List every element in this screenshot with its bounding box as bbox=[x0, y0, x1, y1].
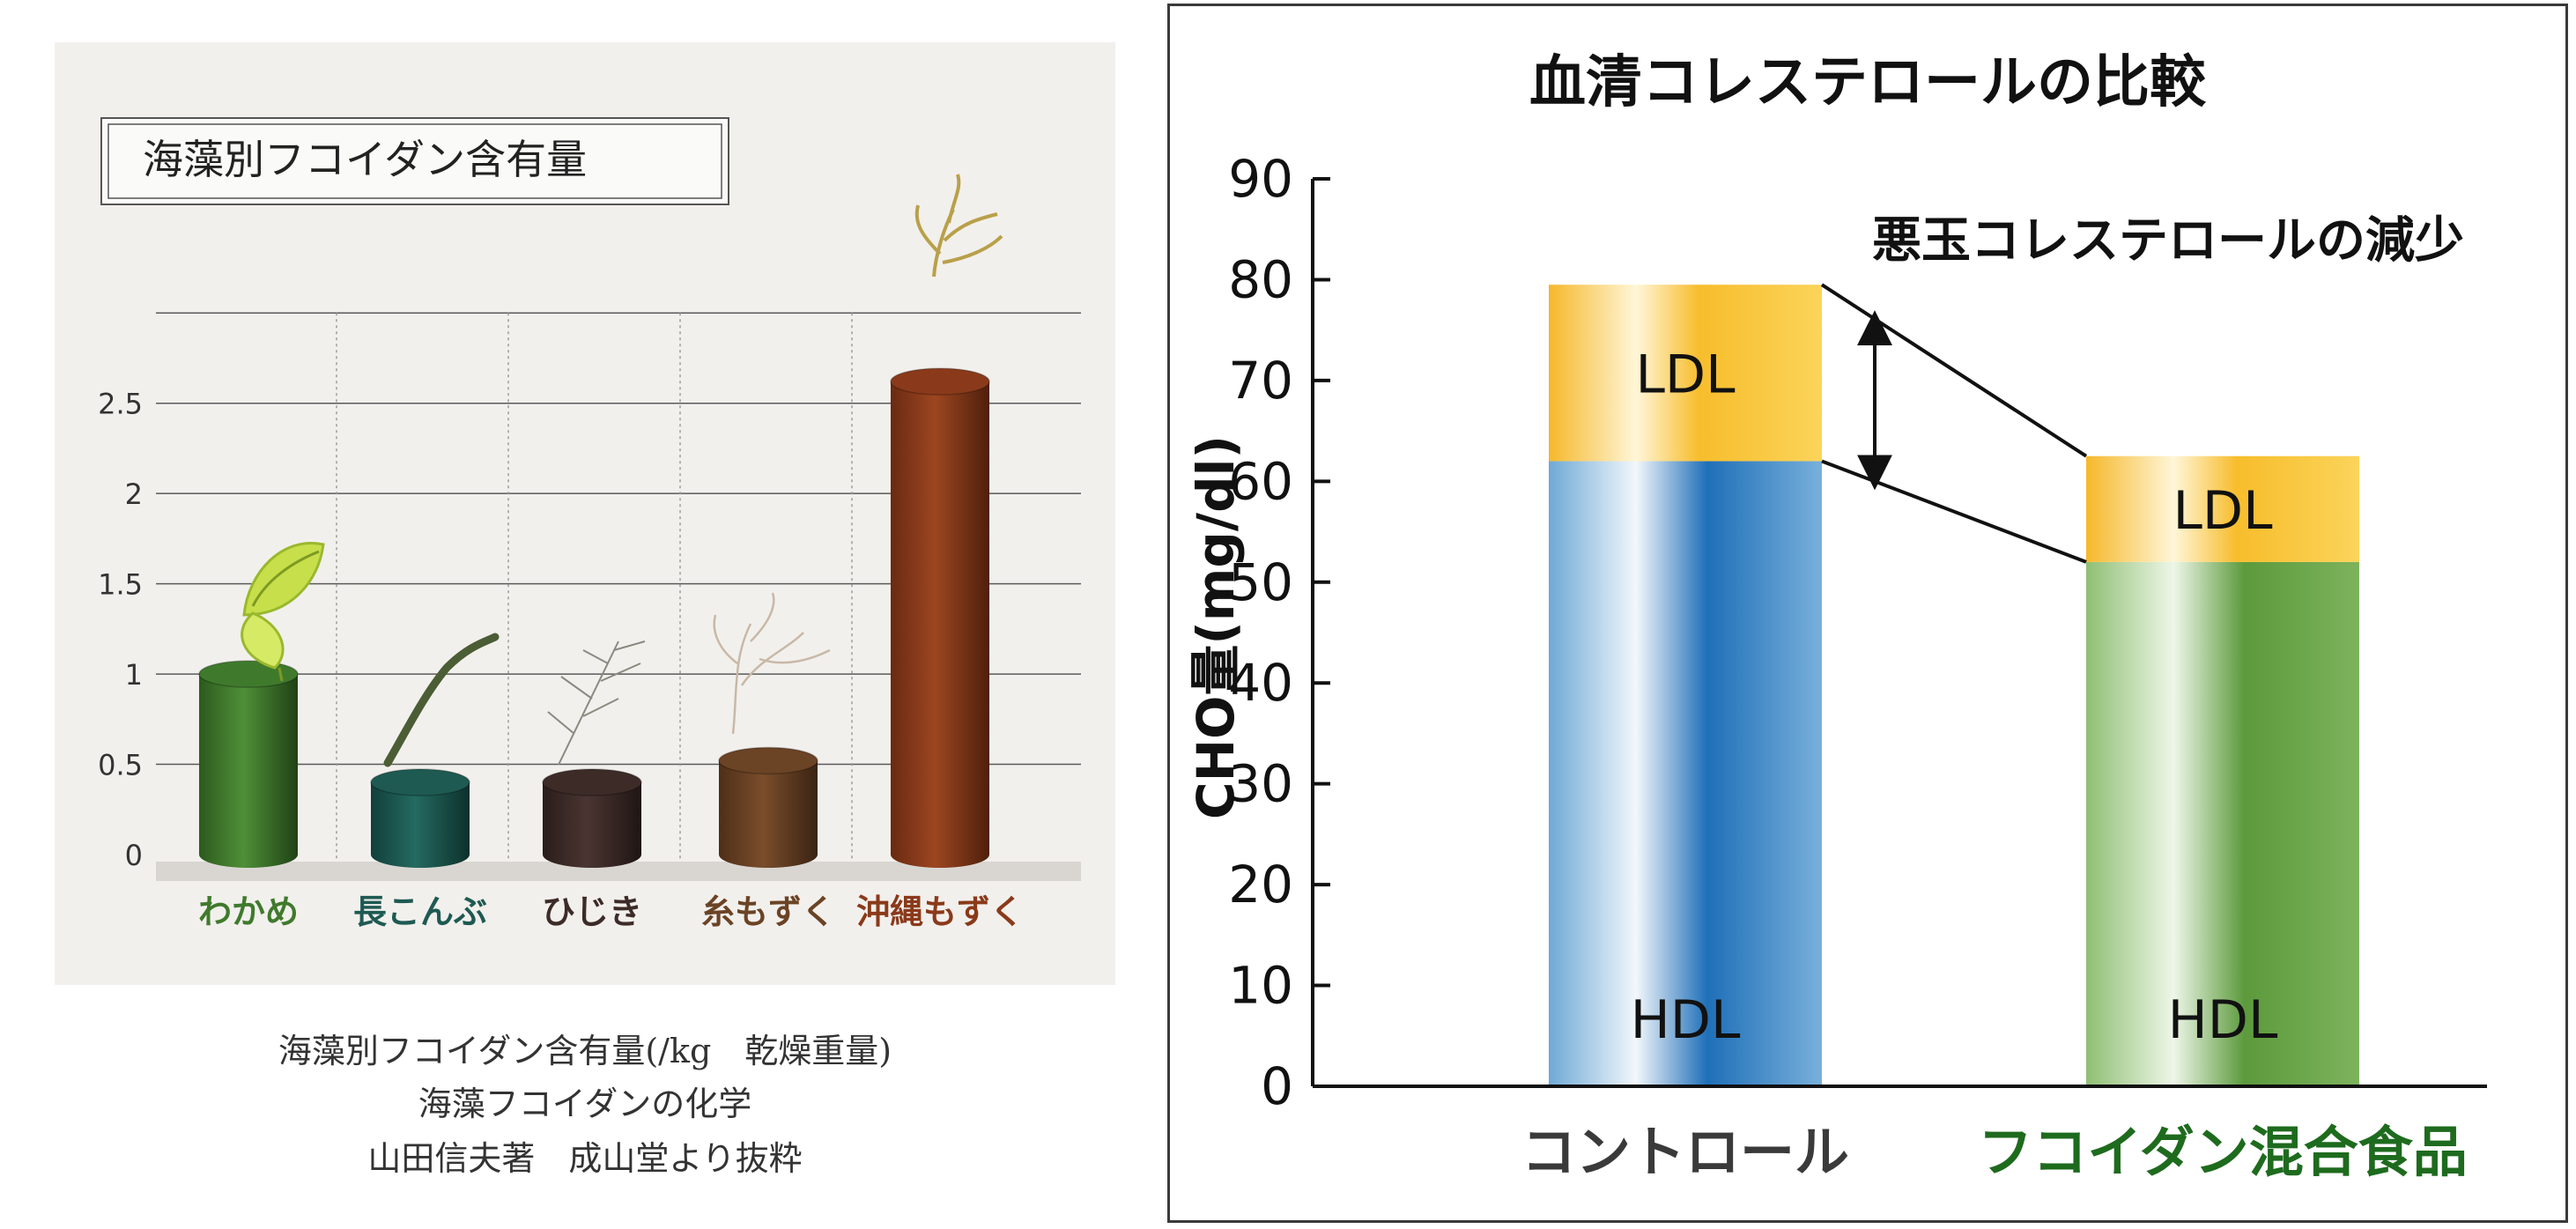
caption-line-2: 海藻フコイダンの化学 bbox=[418, 1085, 752, 1123]
right-y-tick-label: 60 bbox=[1228, 451, 1293, 511]
left-baseline-shelf bbox=[156, 862, 1081, 881]
left-x-label: 糸もずく bbox=[701, 892, 835, 931]
wakame-seaweed-icon bbox=[241, 542, 325, 682]
itomozuku-seaweed-icon bbox=[713, 592, 831, 735]
cholesterol-comparison-chart: 血清コレステロールの比較 CHO量(mg/dl) 0 10 20 30 40 50 60 70… bbox=[1186, 50, 2487, 1184]
left-bar-top bbox=[718, 746, 818, 775]
left-y-tick-label: 2.5 bbox=[98, 388, 143, 421]
left-y-tick-label: 1.5 bbox=[98, 568, 143, 602]
left-bar-top bbox=[370, 768, 470, 796]
left-x-label: 沖縄もずく bbox=[856, 892, 1024, 931]
left-chart-title: 海藻別フコイダン含有量 bbox=[143, 136, 587, 183]
nagakonbu-seaweed-icon bbox=[383, 633, 500, 767]
right-y-tick-label: 50 bbox=[1228, 552, 1293, 612]
hijiki-seaweed-icon bbox=[547, 640, 646, 766]
annotation-label: 悪玉コレステロールの減少 bbox=[1872, 212, 2464, 270]
left-bar-body bbox=[719, 760, 818, 855]
left-bar bbox=[718, 746, 818, 868]
right-y-axis-ticks: 0 10 20 30 40 50 60 70 80 90 bbox=[1228, 149, 1330, 1116]
hdl-bar-label: HDL bbox=[2168, 989, 2278, 1051]
ldl-bar-label: LDL bbox=[1635, 344, 1736, 405]
left-y-tick-label: 1 bbox=[125, 658, 143, 692]
left-y-tick-label: 0.5 bbox=[98, 749, 143, 782]
left-bar-body bbox=[891, 381, 989, 855]
annotation-connector-top bbox=[1820, 283, 2088, 458]
left-bar-top bbox=[542, 768, 642, 796]
left-bar-base bbox=[891, 841, 989, 868]
right-y-tick-label: 20 bbox=[1228, 855, 1293, 914]
right-y-tick-label: 80 bbox=[1228, 249, 1293, 309]
left-bar-base bbox=[543, 841, 641, 868]
left-bar-base bbox=[719, 841, 818, 868]
left-y-tick-label: 2 bbox=[125, 478, 143, 511]
right-y-tick-label: 0 bbox=[1261, 1056, 1293, 1116]
hdl-bar-label: HDL bbox=[1631, 989, 1741, 1051]
left-bar-base bbox=[199, 841, 298, 868]
right-chart-panel: 血清コレステロールの比較 CHO量(mg/dl) 0 10 20 30 40 50 60 70… bbox=[1167, 4, 2568, 1223]
right-x-label: コントロール bbox=[1521, 1120, 1849, 1184]
right-y-tick-label: 30 bbox=[1228, 754, 1293, 814]
ldl-bar bbox=[2086, 455, 2359, 562]
left-y-axis-ticks: 0 0.5 1 1.5 2 2.5 bbox=[98, 388, 143, 872]
right-x-label: フコイダン混合食品 bbox=[1978, 1120, 2468, 1184]
left-bar bbox=[198, 660, 299, 868]
left-bar-top bbox=[198, 660, 299, 688]
left-bar-top bbox=[890, 367, 990, 396]
left-y-tick-label: 0 bbox=[125, 839, 143, 872]
left-bar bbox=[890, 367, 990, 868]
right-y-axis-label: CHO量(mg/dl) bbox=[1186, 435, 1246, 819]
left-bar-base bbox=[371, 841, 470, 868]
left-x-label: ひじき bbox=[542, 892, 642, 931]
left-x-label: 長こんぶ bbox=[353, 892, 487, 931]
left-bar bbox=[542, 768, 642, 868]
okinawamozuku-seaweed-icon bbox=[914, 174, 1003, 278]
seaweed-fucoidan-chart: 海藻別フコイダン含有量 0 0.5 1 1.5 2 2.5 わかめ 長こんぶ ひじき 糸もずく沖… bbox=[98, 117, 1081, 931]
right-y-tick-label: 90 bbox=[1228, 149, 1293, 209]
right-x-axis-labels: コントロール フコイダン混合食品 bbox=[1521, 1120, 2468, 1184]
ldl-reduction-annotation: 悪玉コレステロールの減少 bbox=[1820, 212, 2464, 564]
right-bars: LDL HDL LDL HDL bbox=[1549, 285, 2359, 1086]
ldl-bar-label: LDL bbox=[2173, 480, 2273, 542]
left-bar-body bbox=[199, 674, 298, 855]
right-y-tick-label: 40 bbox=[1228, 653, 1293, 713]
hdl-bar bbox=[2086, 561, 2359, 1086]
left-bars bbox=[198, 367, 990, 868]
right-y-tick-label: 10 bbox=[1228, 956, 1293, 1016]
hdl-bar bbox=[1549, 461, 1822, 1086]
left-chart-panel: 海藻別フコイダン含有量 0 0.5 1 1.5 2 2.5 わかめ 長こんぶ ひじき 糸もずく沖… bbox=[55, 42, 1115, 985]
ldl-bar bbox=[1549, 285, 1822, 462]
caption-line-1: 海藻別フコイダン含有量(/kg 乾燥重量) bbox=[278, 1032, 892, 1070]
left-x-axis-labels: わかめ 長こんぶ ひじき 糸もずく 沖縄もずく bbox=[198, 892, 1024, 931]
left-x-label: わかめ bbox=[198, 892, 299, 931]
right-chart-title: 血清コレステロールの比較 bbox=[1529, 50, 2207, 115]
left-bar bbox=[370, 768, 470, 868]
caption-line-3: 山田信夫著 成山堂より抜粋 bbox=[367, 1139, 803, 1178]
left-chart-title-box: 海藻別フコイダン含有量 bbox=[100, 117, 729, 205]
annotation-connector-bottom bbox=[1821, 459, 2087, 564]
right-y-tick-label: 70 bbox=[1228, 351, 1293, 411]
